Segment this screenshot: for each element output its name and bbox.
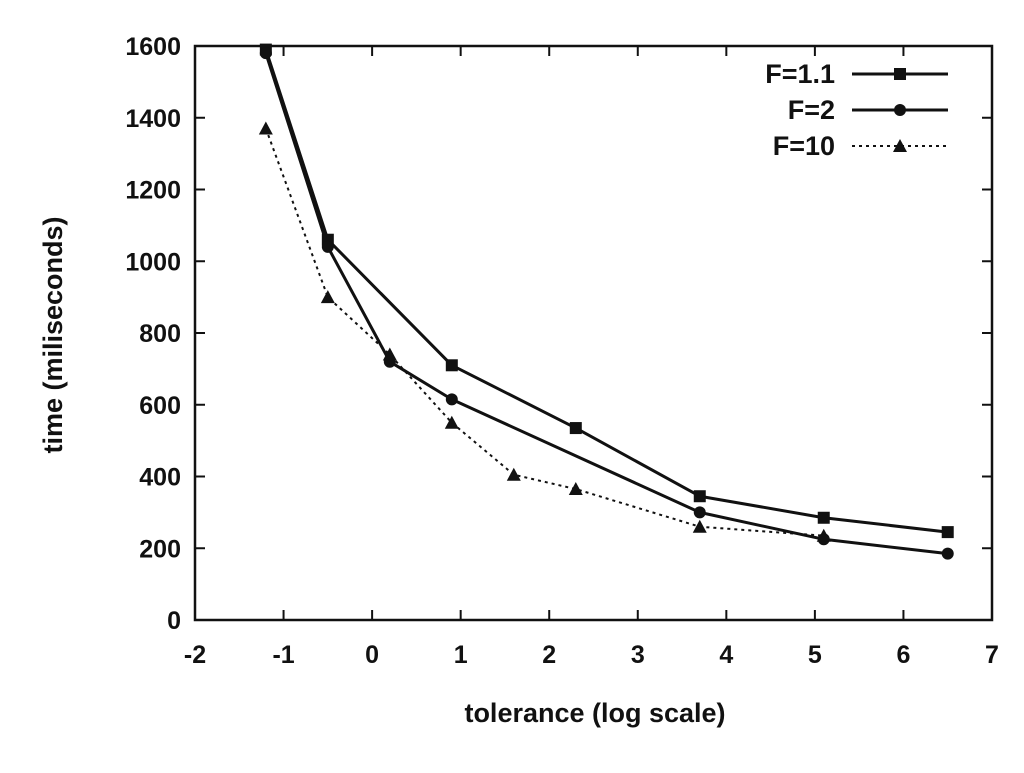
x-tick-label: 0 xyxy=(365,641,379,669)
y-axis-label: time (miliseconds) xyxy=(38,216,68,453)
data-point-f-2 xyxy=(321,240,334,253)
legend-marker-f-2 xyxy=(894,104,906,116)
data-point-f-10 xyxy=(320,290,335,304)
x-tick-label: 5 xyxy=(808,641,822,669)
x-tick-label: 4 xyxy=(719,641,733,669)
data-point-f-2 xyxy=(445,393,458,406)
data-point-f-10 xyxy=(382,347,397,361)
data-point-f-2 xyxy=(693,506,706,519)
legend-label-f-10: F=10 xyxy=(773,131,835,161)
x-tick-label: 7 xyxy=(985,641,999,669)
y-tick-label: 200 xyxy=(139,535,181,563)
data-point-f-1-1 xyxy=(445,359,458,372)
data-point-f-10 xyxy=(258,121,273,135)
data-point-f-2 xyxy=(259,47,272,60)
y-tick-label: 1400 xyxy=(125,105,181,133)
y-tick-label: 400 xyxy=(139,464,181,492)
series-f-10 xyxy=(258,121,831,542)
data-point-f-1-1 xyxy=(569,422,582,435)
x-tick-label: 2 xyxy=(542,641,556,669)
series-line-f-10 xyxy=(264,128,824,537)
data-point-f-1-1 xyxy=(817,511,830,524)
legend-label-f-2: F=2 xyxy=(788,95,835,125)
y-tick-label: 1000 xyxy=(125,248,181,276)
data-point-f-10 xyxy=(506,467,521,481)
x-tick-label: 6 xyxy=(896,641,910,669)
y-tick-label: 1200 xyxy=(125,177,181,205)
x-tick-label: 3 xyxy=(631,641,645,669)
legend-marker-f-1-1 xyxy=(894,68,906,80)
y-tick-label: 600 xyxy=(139,392,181,420)
x-tick-label: 1 xyxy=(454,641,468,669)
data-point-f-1-1 xyxy=(941,526,954,539)
legend-label-f-1-1: F=1.1 xyxy=(765,59,835,89)
y-tick-label: 800 xyxy=(139,320,181,348)
series-f-2 xyxy=(259,47,954,560)
x-tick-label: -1 xyxy=(272,641,294,669)
y-tick-label: 0 xyxy=(167,607,181,635)
legend-marker-f-10 xyxy=(893,139,907,152)
data-point-f-2 xyxy=(941,547,954,560)
x-axis-label: tolerance (log scale) xyxy=(464,698,725,728)
series-f-1-1 xyxy=(259,43,954,539)
data-point-f-10 xyxy=(692,519,707,533)
series-line-f-1-1 xyxy=(264,49,948,534)
plot-frame xyxy=(193,44,994,622)
y-tick-label: 1600 xyxy=(125,33,181,61)
data-point-f-1-1 xyxy=(693,490,706,503)
data-point-f-10 xyxy=(568,482,583,496)
data-point-f-10 xyxy=(444,415,459,429)
x-tick-label: -2 xyxy=(184,641,206,669)
series-line-f-2 xyxy=(264,52,948,556)
data-point-f-10 xyxy=(816,528,831,542)
